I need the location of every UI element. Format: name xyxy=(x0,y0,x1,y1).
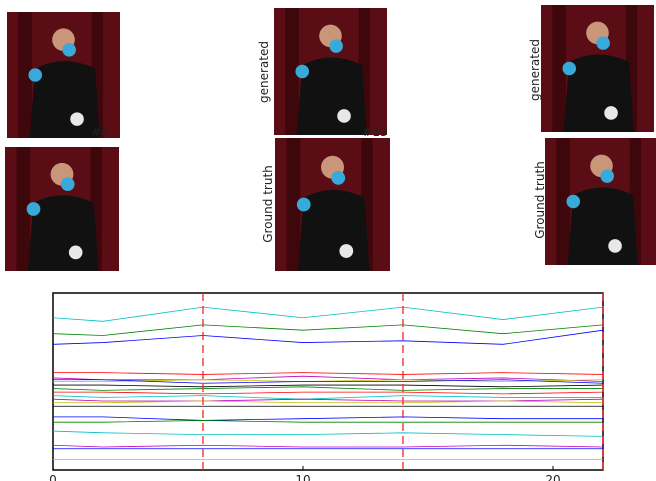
photo xyxy=(275,138,390,271)
ball xyxy=(604,106,618,120)
series-line xyxy=(53,392,603,394)
ball xyxy=(337,109,351,123)
row-label: Ground truth xyxy=(261,165,275,243)
photo xyxy=(545,138,656,265)
ball xyxy=(69,246,83,260)
ball xyxy=(329,39,343,53)
row-label: Ground truth xyxy=(533,161,547,239)
ball xyxy=(566,195,580,209)
chart: 0 10 20 xyxy=(49,293,603,481)
series-line xyxy=(53,431,603,436)
column-title: #13 xyxy=(362,125,387,139)
ball xyxy=(62,43,76,57)
photo xyxy=(541,5,654,132)
column-title: #6 xyxy=(91,125,109,139)
series-line xyxy=(53,373,603,375)
series-line xyxy=(53,325,603,336)
series-line xyxy=(53,396,603,400)
ball xyxy=(61,177,75,191)
series-line xyxy=(53,417,603,421)
figure: #6 #13 generated Ground truth generated … xyxy=(0,0,656,481)
series-line xyxy=(53,385,603,387)
series-line xyxy=(53,399,603,401)
ball xyxy=(27,202,41,216)
x-tick-label: 20 xyxy=(545,473,560,481)
ball xyxy=(70,112,84,126)
row-label: generated xyxy=(528,39,542,101)
ball xyxy=(608,239,622,253)
ball xyxy=(562,62,576,76)
series-line xyxy=(53,307,603,321)
row-label: generated xyxy=(257,41,271,103)
ball xyxy=(339,244,353,258)
ball xyxy=(600,169,614,183)
x-tick-label: 10 xyxy=(295,473,310,481)
photo xyxy=(7,12,120,138)
series-line xyxy=(53,420,603,422)
ball xyxy=(331,171,345,185)
ball xyxy=(297,198,311,212)
ball xyxy=(596,36,610,50)
x-tick-label: 0 xyxy=(49,473,57,481)
series-line xyxy=(53,445,603,447)
series-line xyxy=(53,387,603,391)
photo xyxy=(5,147,119,271)
photo xyxy=(274,8,387,135)
ball xyxy=(28,68,42,82)
ball xyxy=(295,65,309,79)
